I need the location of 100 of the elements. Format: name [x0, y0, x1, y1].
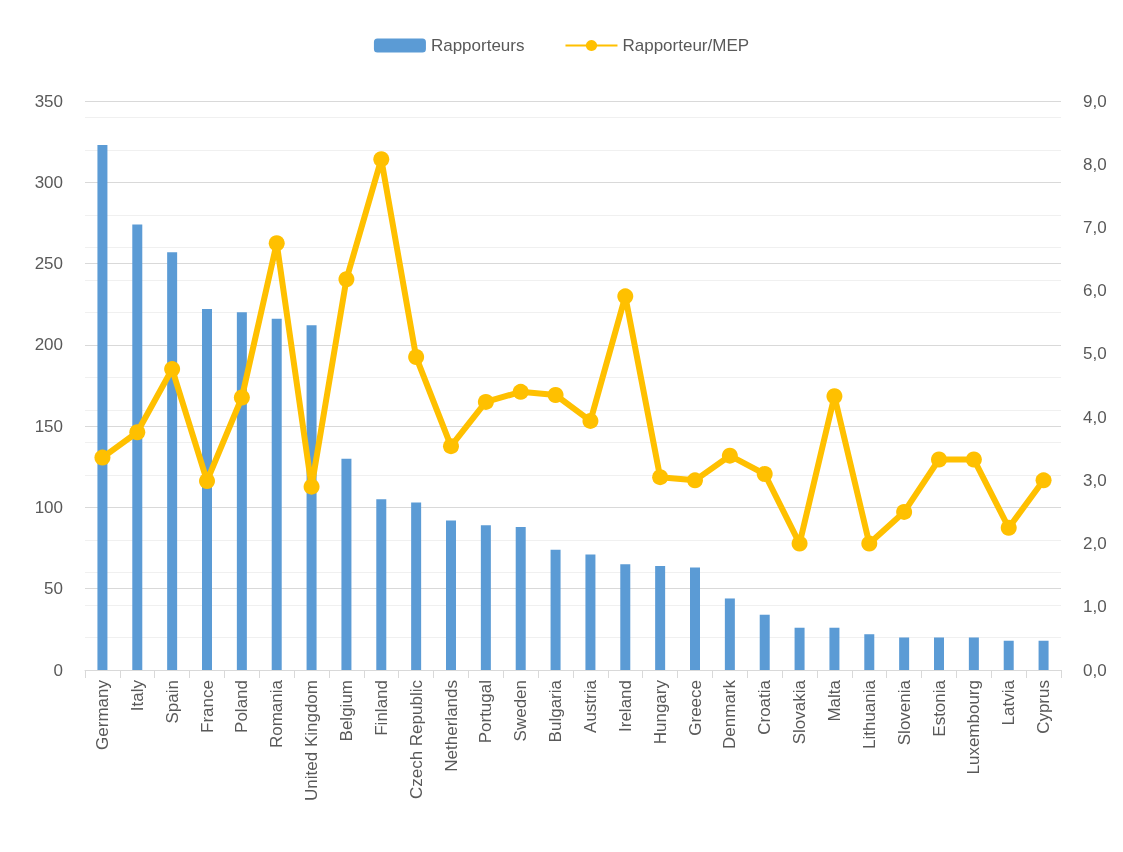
point — [477, 393, 494, 410]
point — [303, 478, 320, 495]
x-tick-label: Lithuania — [859, 679, 879, 750]
x-tick-label: Netherlands — [441, 680, 461, 772]
bar — [829, 627, 840, 670]
x-tick-label: Czech Republic — [406, 679, 426, 800]
x-tick-label: Italy — [127, 679, 147, 712]
point — [373, 151, 390, 168]
x-tick-label: Malta — [824, 679, 844, 722]
point — [338, 271, 355, 288]
x-tick-label: Portugal — [476, 680, 496, 744]
bar — [620, 564, 631, 670]
point — [547, 386, 564, 403]
y-tick-label: 100 — [34, 497, 63, 517]
bar — [480, 525, 491, 670]
point — [826, 388, 843, 405]
x-tick-label: Spain — [162, 680, 182, 724]
point — [965, 451, 982, 468]
x-tick-label: Estonia — [929, 679, 949, 737]
bar — [132, 224, 143, 670]
bar — [515, 526, 526, 670]
y2-tick-label: 4,0 — [1083, 407, 1107, 427]
x-tick-label: Latvia — [999, 679, 1019, 726]
x-tick-label: Cyprus — [1034, 680, 1054, 734]
point — [233, 389, 250, 406]
bar — [236, 312, 247, 670]
bar — [97, 144, 108, 670]
bar — [202, 309, 212, 670]
x-tick-label: Bulgaria — [546, 679, 566, 743]
legend-label: Rapporteurs — [430, 36, 525, 55]
x-tick-label: Greece — [685, 680, 705, 736]
y-tick-label: 0 — [53, 660, 63, 680]
point — [652, 469, 669, 486]
bar — [446, 520, 456, 670]
point — [268, 235, 285, 252]
x-tick-label: Poland — [232, 680, 252, 733]
x-tick-label: Romania — [267, 679, 287, 749]
legend-label: Rapporteur/MEP — [622, 36, 750, 55]
point — [408, 349, 425, 366]
x-tick-label: Ireland — [615, 680, 635, 732]
bar — [655, 565, 666, 670]
point — [129, 424, 146, 441]
y-tick-label: 50 — [44, 579, 63, 599]
x-tick-label: Slovenia — [894, 679, 914, 746]
x-tick-label: Slovakia — [790, 679, 810, 745]
y2-tick-label: 8,0 — [1083, 154, 1107, 174]
y2-tick-label: 1,0 — [1083, 597, 1107, 617]
bar — [271, 318, 282, 670]
bar — [690, 567, 700, 670]
x-tick-label: United Kingdom — [302, 680, 322, 801]
point — [896, 503, 913, 520]
point — [94, 449, 111, 466]
point — [199, 472, 215, 489]
bar — [794, 627, 805, 670]
bar — [376, 499, 387, 670]
point — [617, 288, 634, 305]
point — [756, 466, 773, 483]
x-tick-label: Sweden — [511, 680, 531, 742]
point — [512, 383, 529, 400]
bar — [864, 634, 875, 670]
y-tick-label: 250 — [34, 254, 63, 274]
bar — [585, 554, 596, 670]
point — [931, 451, 947, 468]
bar — [968, 637, 979, 670]
point — [721, 447, 738, 464]
point — [164, 361, 181, 378]
y-tick-label: 200 — [34, 335, 63, 355]
bar — [899, 637, 910, 670]
point — [687, 472, 703, 489]
y2-tick-label: 5,0 — [1083, 344, 1107, 364]
x-tick-label: Luxembourg — [964, 680, 984, 775]
point — [582, 412, 599, 429]
point — [861, 535, 878, 552]
y2-tick-label: 7,0 — [1083, 217, 1107, 237]
x-tick-label: France — [197, 680, 217, 733]
point — [1000, 519, 1017, 536]
x-tick-label: Austria — [580, 679, 600, 733]
y2-tick-label: 0,0 — [1083, 660, 1107, 680]
x-tick-label: Croatia — [755, 679, 775, 735]
bar — [411, 502, 422, 670]
x-tick-label: Germany — [92, 679, 112, 750]
y-tick-label: 350 — [34, 91, 63, 111]
y2-tick-label: 6,0 — [1083, 281, 1107, 301]
bar — [934, 637, 944, 670]
point — [443, 438, 459, 455]
x-tick-label: Denmark — [720, 679, 740, 749]
point — [791, 535, 808, 552]
bar — [759, 614, 770, 670]
x-tick-label: Hungary — [650, 679, 670, 745]
bar — [341, 458, 352, 670]
bar — [1038, 640, 1049, 670]
bar — [724, 598, 735, 670]
y2-tick-label: 3,0 — [1083, 470, 1107, 490]
y2-tick-label: 9,0 — [1083, 91, 1107, 111]
point — [1035, 472, 1052, 489]
x-tick-label: Belgium — [336, 680, 356, 742]
bar — [550, 549, 561, 670]
x-tick-label: Finland — [371, 680, 391, 736]
y-tick-label: 150 — [34, 416, 63, 436]
bar — [167, 252, 178, 670]
